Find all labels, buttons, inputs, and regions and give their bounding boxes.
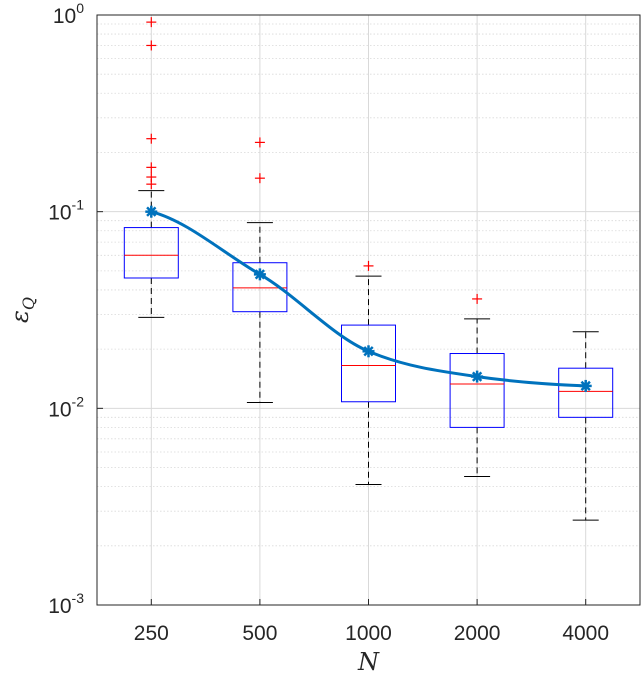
mean-marker <box>253 268 266 281</box>
y-tick-exponent: 0 <box>76 0 84 16</box>
outlier-marker <box>254 173 265 184</box>
y-tick-label: 10-2 <box>48 393 84 421</box>
outlier-marker <box>472 293 483 304</box>
svg-text:εQ: εQ <box>6 297 38 323</box>
x-tick-label: 250 <box>134 622 169 645</box>
x-axis-label: N <box>357 648 380 675</box>
y-tick-exponent: -1 <box>72 197 85 213</box>
outlier-marker <box>146 162 157 173</box>
y-tick-label: 10-1 <box>48 197 84 225</box>
box-2000 <box>449 293 505 478</box>
outlier-marker <box>254 137 265 148</box>
y-axis-label: εQ <box>6 297 38 323</box>
y-tick-exponent: -3 <box>72 590 85 606</box>
iqr-box <box>449 353 505 428</box>
mean-marker <box>471 370 484 383</box>
mean-series <box>145 205 592 392</box>
outlier-marker <box>146 179 157 190</box>
y-tick-base: 10 <box>48 595 71 618</box>
y-axis-label-symbol: ε <box>6 310 34 323</box>
x-tick-labels: 250 500 1000 2000 4000 <box>134 599 609 645</box>
x-tick-label: 2000 <box>454 622 501 645</box>
y-tick-base: 10 <box>53 5 76 28</box>
outlier-marker <box>363 260 374 271</box>
mean-marker <box>362 345 375 358</box>
x-tick-label: 500 <box>242 622 277 645</box>
mean-marker-stroke <box>254 269 266 280</box>
outlier-marker <box>146 40 157 51</box>
iqr-box <box>558 367 614 418</box>
y-axis-label-subscript: Q <box>19 297 38 310</box>
y-tick-base: 10 <box>48 202 71 225</box>
box-250 <box>123 17 179 318</box>
mean-marker-stroke <box>471 371 483 382</box>
outlier-marker <box>146 133 157 144</box>
x-tick-label: 4000 <box>562 622 609 645</box>
mean-marker-stroke <box>146 206 157 217</box>
y-tick-exponent: -2 <box>72 393 85 409</box>
mean-marker-stroke <box>363 346 374 357</box>
box-1000 <box>341 260 396 485</box>
x-tick-label: 1000 <box>345 622 392 645</box>
iqr-box <box>232 262 288 313</box>
mean-marker <box>579 379 592 392</box>
iqr-box <box>341 324 396 403</box>
y-tick-base: 10 <box>48 398 71 421</box>
y-tick-label: 100 <box>53 0 84 28</box>
outlier-marker <box>146 17 157 28</box>
mean-marker <box>145 205 158 218</box>
iqr-box <box>123 227 179 279</box>
mean-marker-stroke <box>580 380 591 392</box>
y-tick-label: 10-3 <box>48 590 84 618</box>
